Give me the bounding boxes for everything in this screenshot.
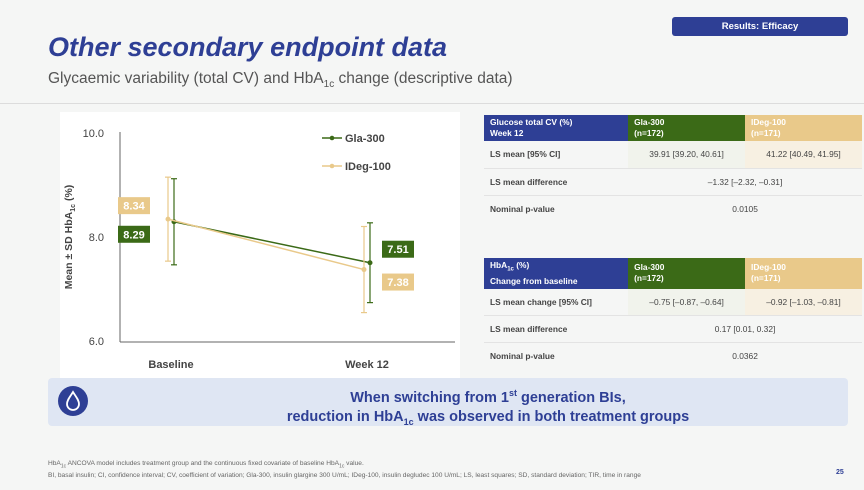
legend-marker-gla <box>329 135 335 141</box>
table2-cell-diff: 0.17 [0.01, 0.32] <box>628 315 862 344</box>
footnote-line-2: BI, basal insulin; CI, confidence interv… <box>48 472 641 480</box>
table1-cell-diff: –1.32 [–2.32, –0.31] <box>628 168 862 196</box>
legend-marker-ideg <box>329 163 335 169</box>
data-point <box>165 216 171 222</box>
series-line-ideg-100 <box>167 218 365 271</box>
legend-label-ideg: IDeg-100 <box>345 161 391 173</box>
title-divider <box>0 103 864 104</box>
x-tick-label: Baseline <box>148 359 193 371</box>
table1-cell-pvalue: 0.0105 <box>732 203 758 214</box>
hba1c-change-table: HbA1c (%) Change from baseline Gla-300 (n=… <box>484 258 862 370</box>
data-label-box <box>382 240 414 258</box>
table1-row-label: LS mean [95% CI] <box>484 141 629 169</box>
data-label: 8.29 <box>123 229 144 241</box>
conclusion-banner: When switching from 1st generation BIs, … <box>48 378 848 427</box>
data-label-box <box>118 225 150 243</box>
footnote-line-1: HbA1c ANCOVA model includes treatment gr… <box>48 460 364 470</box>
data-label: 7.38 <box>387 277 408 289</box>
section-badge: Results: Efficacy <box>672 17 848 36</box>
table1-cell-ideg: 41.22 [40.49, 41.95] <box>745 141 862 169</box>
data-label-box <box>118 197 150 215</box>
data-label: 7.51 <box>387 244 408 256</box>
conclusion-line-2: reduction in HbA1c was observed in both … <box>286 408 690 427</box>
page-number: 25 <box>836 469 844 476</box>
table2-row-label: LS mean change [95% CI] <box>484 288 629 317</box>
table1-row-label: Nominal p-value <box>490 203 555 214</box>
water-drop-icon <box>58 386 88 416</box>
legend-label-gla: Gla-300 <box>345 133 385 145</box>
data-label: 8.34 <box>123 201 145 213</box>
table2-row-label: LS mean difference <box>484 315 629 344</box>
glucose-cv-table: Glucose total CV (%) Week 12 Gla-300 (n=17… <box>484 115 862 222</box>
table1-row-label: LS mean difference <box>484 168 629 196</box>
table2-row-label: Nominal p-value <box>490 351 555 362</box>
page-subtitle: Glycaemic variability (total CV) and HbA… <box>48 70 513 91</box>
table2-header-ideg: IDeg-100 (n=171) <box>745 258 862 289</box>
page-title: Other secondary endpoint data <box>48 32 448 62</box>
y-tick-label: 10.0 <box>83 128 104 140</box>
conclusion-text: When switching from 1st generation BIs, … <box>168 384 808 432</box>
table2-cell-pvalue: 0.0362 <box>732 351 758 362</box>
y-axis-label: Mean ± SD HbA1c (%) <box>63 185 77 290</box>
table1-header-gla: Gla-300 (n=172) <box>628 115 746 141</box>
table2-header-label: HbA1c (%) Change from baseline <box>484 258 629 289</box>
table2-cell-gla: –0.75 [–0.87, –0.64] <box>628 288 746 317</box>
table2-header-gla: Gla-300 (n=172) <box>628 258 746 289</box>
x-tick-label: Week 12 <box>345 359 389 371</box>
y-tick-label: 8.0 <box>89 232 104 244</box>
table1-cell-gla: 39.91 [39.20, 40.61] <box>628 141 746 169</box>
table1-header-label: Glucose total CV (%) Week 12 <box>484 115 629 141</box>
data-point <box>367 260 373 266</box>
table2-cell-ideg: –0.92 [–1.03, –0.81] <box>745 288 862 317</box>
data-point <box>361 267 367 273</box>
y-tick-label: 6.0 <box>89 336 104 348</box>
table1-header-ideg: IDeg-100 (n=171) <box>745 115 862 141</box>
conclusion-line-1: When switching from 1st generation BIs, <box>350 388 626 406</box>
footnote: HbA1c ANCOVA model includes treatment gr… <box>48 459 641 480</box>
data-label-box <box>382 273 414 291</box>
hba1c-chart-panel: 10.0 8.0 6.0 Baseline Week 12 Mean ± SD … <box>60 112 460 380</box>
hba1c-line-chart: 10.0 8.0 6.0 Baseline Week 12 Mean ± SD … <box>63 128 455 371</box>
